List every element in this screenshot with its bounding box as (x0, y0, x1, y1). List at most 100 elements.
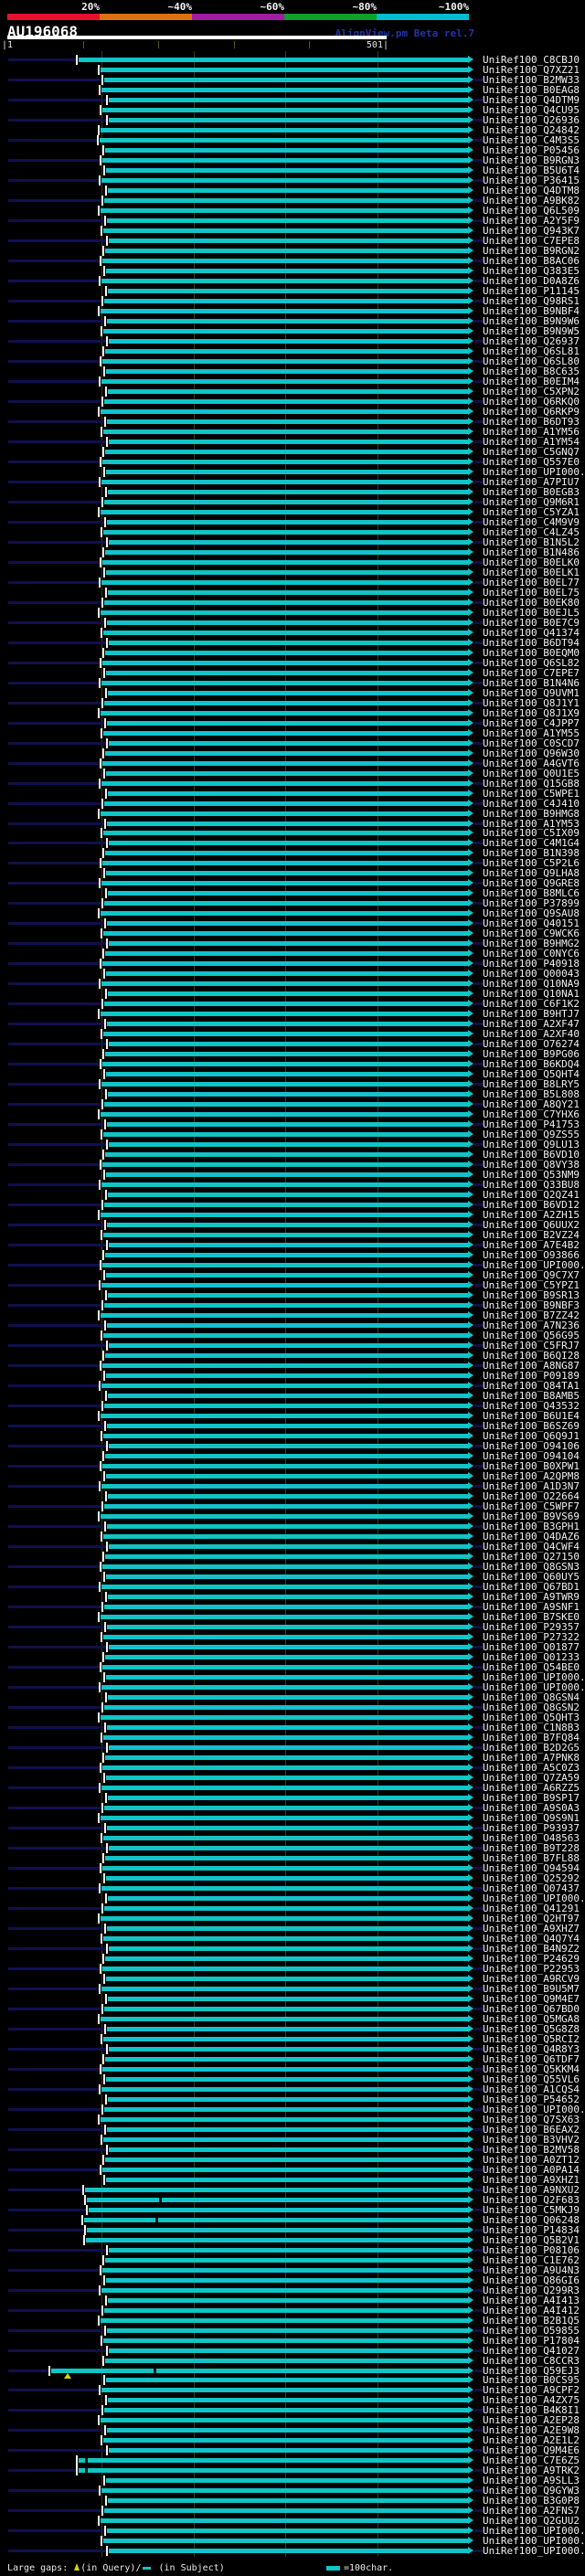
alignment-bar[interactable] (102, 460, 468, 464)
hit-label[interactable]: UniRef100_B4K8I1 (483, 2404, 580, 2416)
alignment-bar[interactable] (104, 2007, 468, 2011)
alignment-bar[interactable] (108, 1997, 468, 2001)
hit-label[interactable]: UniRef100_B3G0P8 (483, 2495, 580, 2507)
hit-label[interactable]: UniRef100_Q9M4E7 (483, 1993, 580, 2005)
hit-label[interactable]: UniRef100_B2D2G5 (483, 1742, 580, 1754)
hit-label[interactable]: UniRef100_B9HMG2 (483, 938, 580, 949)
alignment-bar[interactable] (105, 1052, 468, 1056)
alignment-bar[interactable] (103, 2338, 468, 2343)
hit-label[interactable]: UniRef100_A9XHZ1 (483, 2174, 580, 2186)
alignment-bar[interactable] (104, 2107, 468, 2112)
alignment-bar[interactable] (106, 2378, 468, 2382)
hit-label[interactable]: UniRef100_Q8J1X9 (483, 707, 580, 719)
alignment-bar[interactable] (102, 259, 468, 263)
hit-label[interactable]: UniRef100_C4M3S5 (483, 134, 580, 146)
hit-label[interactable]: UniRef100_B9RGN3 (483, 154, 580, 166)
hit-label[interactable]: UniRef100_Q01877 (483, 1641, 580, 1653)
hit-label[interactable]: UniRef100_B0XPW1 (483, 1460, 580, 1472)
alignment-bar[interactable] (101, 610, 468, 615)
hit-label[interactable]: UniRef100_UPI000.. (483, 1671, 585, 1683)
hit-label[interactable]: UniRef100_P08106 (483, 2244, 580, 2256)
alignment-bar[interactable] (105, 2057, 468, 2062)
hit-label[interactable]: UniRef100_Q96W30 (483, 747, 580, 759)
hit-label[interactable]: UniRef100_B7FQ84 (483, 1732, 580, 1744)
alignment-bar[interactable] (101, 1012, 468, 1016)
hit-label[interactable]: UniRef100_B0ELK1 (483, 567, 580, 578)
alignment-bar[interactable] (101, 881, 468, 885)
hit-label[interactable]: UniRef100_C9WCK6 (483, 928, 580, 939)
hit-label[interactable]: UniRef100_P29357 (483, 1621, 580, 1633)
hit-label[interactable]: UniRef100_P14834 (483, 2224, 580, 2236)
hit-label[interactable]: UniRef100_B7FL88 (483, 1852, 580, 1864)
alignment-bar[interactable] (107, 1122, 468, 1127)
alignment-bar[interactable] (105, 2359, 468, 2363)
alignment-bar[interactable] (104, 198, 468, 203)
alignment-bar[interactable] (107, 721, 468, 726)
hit-label[interactable]: UniRef100_Q8GSN4 (483, 1691, 580, 1703)
hit-label[interactable]: UniRef100_Q4DAZ6 (483, 1531, 580, 1542)
alignment-bar[interactable] (101, 781, 468, 786)
hit-label[interactable]: UniRef100_Q24842 (483, 124, 580, 136)
hit-label[interactable]: UniRef100_A5C0Z3 (483, 1762, 580, 1774)
hit-label[interactable]: UniRef100_B6EAX2 (483, 2124, 580, 2136)
alignment-bar[interactable] (107, 1424, 468, 1428)
hit-label[interactable]: UniRef100_UPI000.. (483, 1259, 585, 1271)
alignment-bar[interactable] (101, 981, 468, 986)
alignment-bar[interactable] (106, 2278, 468, 2283)
hit-label[interactable]: UniRef100_B6SZ69 (483, 1420, 580, 1432)
hit-label[interactable]: UniRef100_B7SKE0 (483, 1611, 580, 1623)
hit-label[interactable]: UniRef100_B8LRY5 (483, 1078, 580, 1090)
alignment-bar[interactable] (108, 289, 468, 293)
alignment-bar[interactable] (109, 339, 468, 344)
alignment-bar[interactable] (109, 1042, 468, 1046)
hit-label[interactable]: UniRef100_A9XHZ7 (483, 1923, 580, 1935)
hit-label[interactable]: UniRef100_Q40151 (483, 917, 580, 929)
alignment-bar[interactable] (105, 1253, 468, 1257)
alignment-bar[interactable] (103, 1635, 468, 1639)
alignment-bar[interactable] (105, 1152, 468, 1157)
alignment-bar[interactable] (109, 1645, 468, 1649)
hit-label[interactable]: UniRef100_UPI000.. (483, 466, 585, 478)
hit-label[interactable]: UniRef100_C5GNQ7 (483, 446, 580, 458)
alignment-bar[interactable] (108, 2498, 468, 2503)
hit-label[interactable]: UniRef100_B9SR13 (483, 1289, 580, 1301)
alignment-bar[interactable] (109, 2047, 468, 2051)
hit-label[interactable]: UniRef100_Q9UVM1 (483, 687, 580, 699)
alignment-bar[interactable] (109, 1946, 468, 1951)
alignment-bar[interactable] (103, 530, 468, 535)
hit-label[interactable]: UniRef100_Q2GUU2 (483, 2515, 580, 2527)
hit-label[interactable]: UniRef100_A4I412 (483, 2305, 580, 2316)
alignment-bar[interactable] (101, 208, 468, 213)
hit-label[interactable]: UniRef100_C7EPE7 (483, 667, 580, 679)
hit-label[interactable]: UniRef100_B8C635 (483, 366, 580, 377)
alignment-bar[interactable] (108, 1595, 468, 1599)
alignment-bar[interactable] (100, 138, 468, 143)
hit-label[interactable]: UniRef100_P11145 (483, 285, 580, 297)
hit-label[interactable]: UniRef100_O48563 (483, 1832, 580, 1844)
hit-label[interactable]: UniRef100_Q2QZ41 (483, 1189, 580, 1201)
alignment-bar[interactable] (103, 731, 468, 736)
alignment-bar[interactable] (108, 2097, 468, 2102)
alignment-bar[interactable] (101, 1786, 468, 1790)
hit-label[interactable]: UniRef100_B9T228 (483, 1842, 580, 1854)
alignment-bar[interactable] (107, 2328, 468, 2333)
alignment-bar[interactable] (105, 851, 468, 855)
hit-label[interactable]: UniRef100_Q06248 (483, 2214, 580, 2226)
hit-label[interactable]: UniRef100_B8MLC6 (483, 887, 580, 899)
hit-label[interactable]: UniRef100_Q7XZ21 (483, 64, 580, 76)
alignment-bar[interactable] (101, 1182, 468, 1187)
hit-label[interactable]: UniRef100_P41753 (483, 1118, 580, 1130)
alignment-bar[interactable] (109, 1444, 468, 1448)
alignment-bar[interactable] (106, 771, 468, 776)
alignment-bar[interactable] (101, 811, 468, 816)
hit-label[interactable]: UniRef100_A2E9W8 (483, 2424, 580, 2436)
alignment-bar[interactable] (106, 871, 468, 875)
hit-label[interactable]: UniRef100_Q54BE0 (483, 1661, 580, 1673)
alignment-bar[interactable] (101, 1916, 468, 1921)
alignment-bar[interactable] (86, 2238, 468, 2242)
alignment-bar[interactable] (104, 399, 468, 404)
alignment-bar[interactable] (101, 1414, 468, 1418)
hit-label[interactable]: UniRef100_Q8GSN2 (483, 1701, 580, 1713)
alignment-bar[interactable] (101, 480, 468, 484)
hit-label[interactable]: UniRef100_A9S0A3 (483, 1802, 580, 1814)
